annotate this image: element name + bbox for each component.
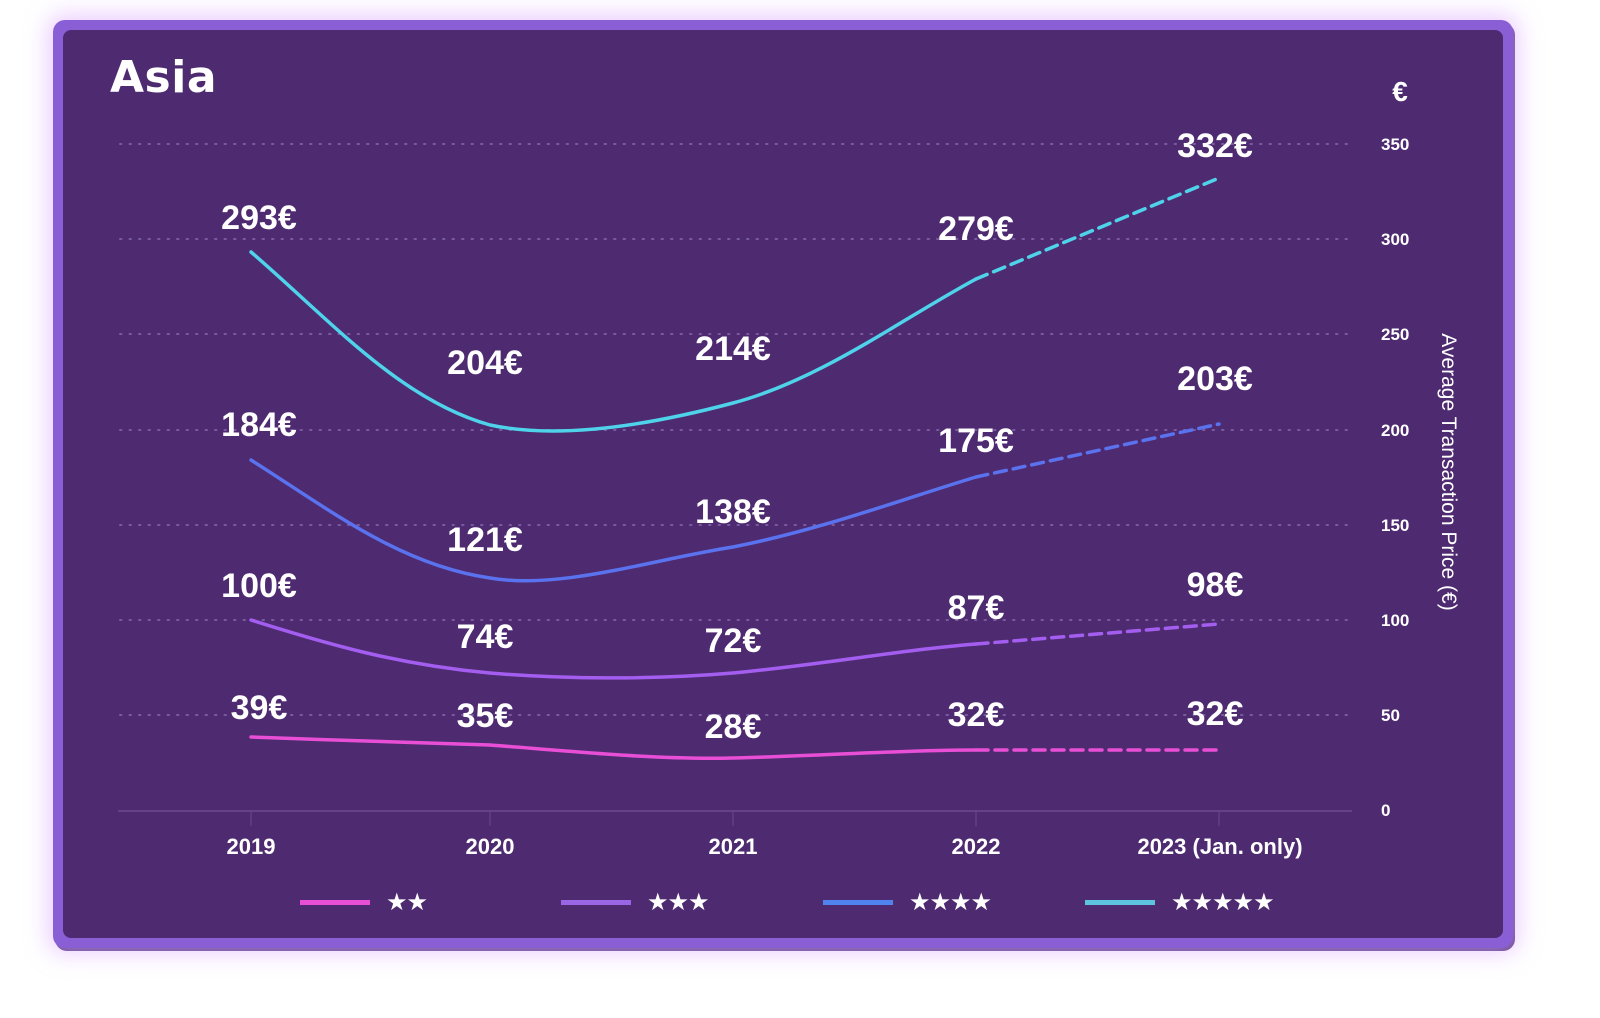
y-tick-label: 300	[1381, 230, 1409, 249]
chart-panel	[63, 30, 1503, 938]
series-2-star	[249, 735, 1221, 761]
x-tick-label: 2023 (Jan. only)	[1137, 834, 1302, 859]
line-chart: 2019 2020 2021 2022 2023 (Jan. only) 0 5…	[118, 76, 1460, 859]
series-3-star	[249, 618, 1221, 680]
data-label: 214€	[695, 330, 771, 368]
legend-swatch	[1085, 899, 1155, 905]
data-label: 293€	[221, 199, 297, 237]
data-label: 203€	[1177, 360, 1253, 398]
legend-label: ★★★	[647, 888, 710, 916]
data-label: 32€	[948, 696, 1005, 734]
x-tick-label: 2021	[709, 834, 758, 859]
x-tick-label: 2020	[466, 834, 515, 859]
legend-item-4-star[interactable]: ★★★★	[823, 882, 992, 922]
y-tick-label: 250	[1381, 325, 1409, 344]
data-label: 175€	[938, 422, 1014, 460]
data-label: 39€	[231, 689, 288, 727]
legend-swatch	[561, 899, 631, 905]
legend-item-5-star[interactable]: ★★★★★	[1085, 882, 1275, 922]
data-label: 32€	[1187, 695, 1244, 733]
currency-symbol: €	[1392, 76, 1408, 107]
x-axis-ticks	[250, 811, 1220, 826]
data-label: 204€	[447, 344, 523, 382]
y-tick-label: 0	[1381, 801, 1390, 820]
gridlines	[119, 143, 1353, 716]
legend-label: ★★	[386, 888, 428, 916]
y-tick-label: 100	[1381, 611, 1409, 630]
data-label: 332€	[1177, 127, 1253, 165]
chart-title: Asia	[110, 52, 218, 103]
series-5-star	[249, 176, 1221, 433]
legend-item-2-star[interactable]: ★★	[300, 882, 428, 922]
data-label: 184€	[221, 406, 297, 444]
data-label: 98€	[1187, 566, 1244, 604]
y-axis-title: Average Transaction Price (€)	[1437, 333, 1460, 610]
y-tick-label: 150	[1381, 516, 1409, 535]
legend-label: ★★★★★	[1171, 888, 1275, 916]
y-tick-label: 200	[1381, 421, 1409, 440]
data-label: 121€	[447, 521, 523, 559]
data-label: 28€	[705, 708, 762, 746]
legend-swatch	[823, 899, 893, 905]
data-label: 138€	[695, 493, 771, 531]
legend: ★★ ★★★ ★★★★ ★★★★★	[53, 882, 1513, 922]
data-label: 279€	[938, 210, 1014, 248]
x-tick-label: 2019	[227, 834, 276, 859]
legend-item-3-star[interactable]: ★★★	[561, 882, 710, 922]
data-label: 35€	[457, 697, 514, 735]
chart-card: Asia 2019 2020 2021 2022 2023 (Jan.	[53, 20, 1513, 948]
y-tick-label: 50	[1381, 706, 1400, 725]
data-label: 100€	[221, 567, 297, 605]
data-label: 87€	[948, 589, 1005, 627]
series-4-star	[249, 422, 1221, 583]
x-tick-label: 2022	[952, 834, 1001, 859]
legend-label: ★★★★	[909, 888, 992, 916]
y-tick-label: 350	[1381, 135, 1409, 154]
data-label: 72€	[705, 622, 762, 660]
data-label: 74€	[457, 618, 514, 656]
legend-swatch	[300, 899, 370, 905]
